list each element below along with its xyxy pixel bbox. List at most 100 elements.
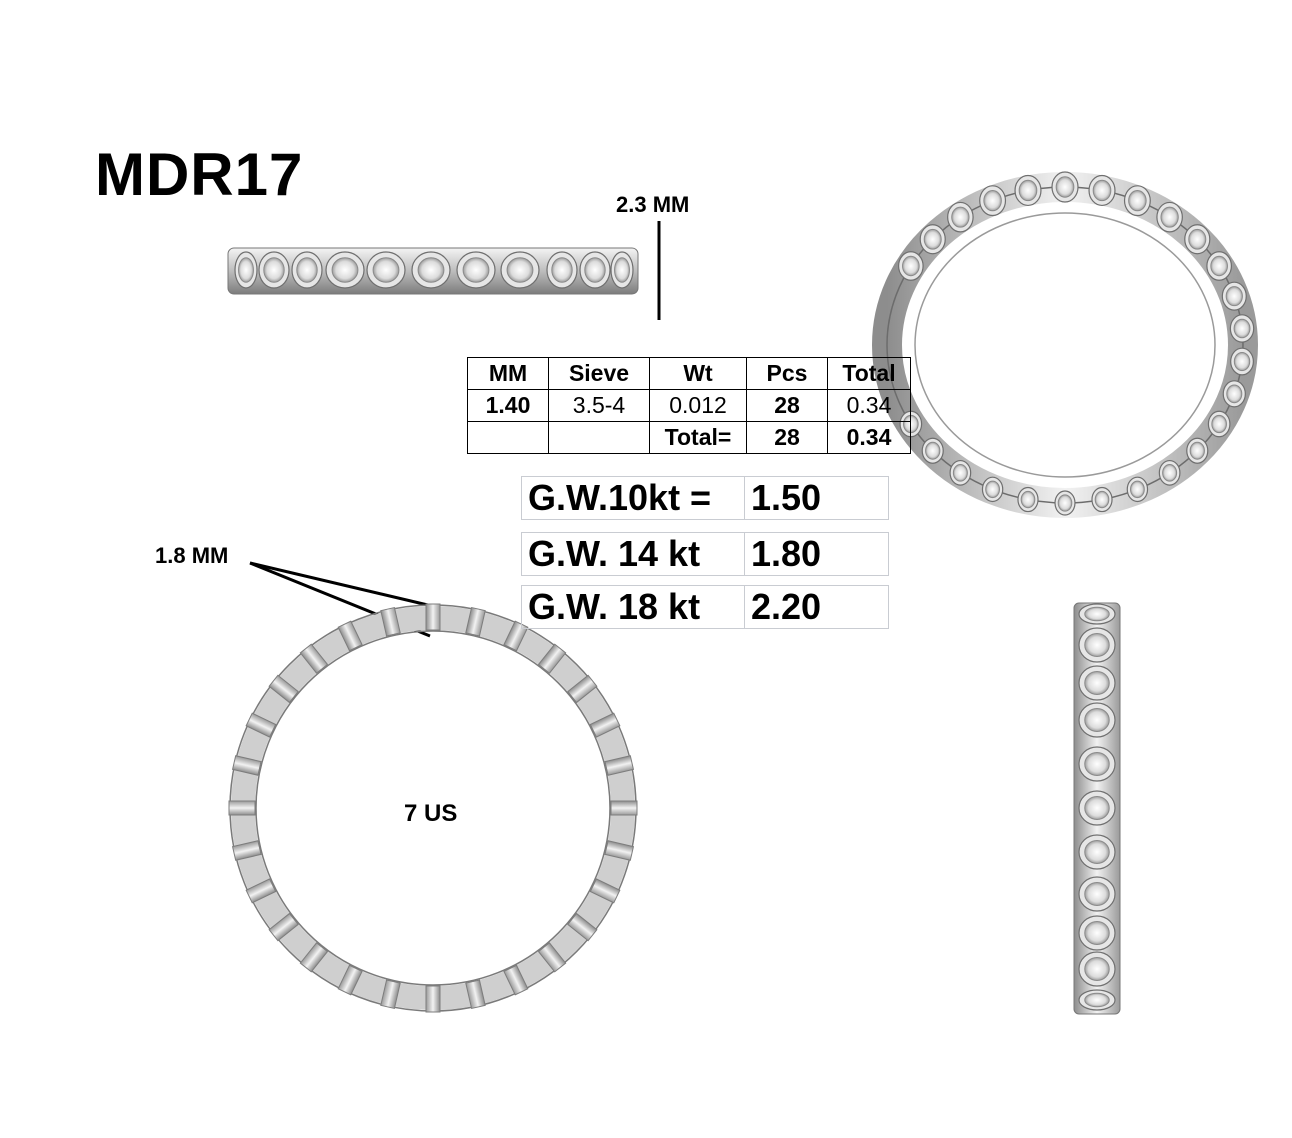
table-row: 1.40 3.5-4 0.012 28 0.34 [467,389,911,422]
band-vertical-view [1073,602,1121,1015]
bezel-setting [1158,459,1181,486]
bezel-setting [897,251,924,281]
band-thickness-label: 1.8 MM [155,543,229,568]
bezel-setting [1014,174,1042,207]
ring-segment [465,979,486,1010]
bezel-setting [1078,951,1116,987]
bezel-setting [610,251,634,289]
ring-segment [610,800,638,816]
ring-segment [268,674,299,704]
ring-segment [245,878,277,904]
bezel-setting [1078,627,1116,663]
bezel-setting [1078,702,1116,738]
bezel-setting [1091,486,1113,513]
ring-segment [425,603,441,631]
bezel-setting [1186,437,1209,464]
product-code-title: MDR17 [95,141,304,208]
gold-weight-label: G.W. 14 kt [521,532,745,576]
ring-segment [425,985,441,1013]
bezel-setting [1222,380,1246,408]
cell-empty [548,421,650,454]
ring-perspective-view [872,171,1258,518]
bezel-setting [1184,224,1211,255]
bezel-setting [1051,171,1079,203]
ring-segment [231,840,262,861]
cell-total-weight: 0.34 [827,421,911,454]
thickness-pointer-line-top [249,561,433,608]
col-header-total: Total [827,357,911,390]
bezel-setting [1078,876,1116,912]
ring-segment [299,942,329,973]
band-side-view [227,247,639,295]
ring-size-label: 7 US [404,800,458,827]
bezel-setting [579,251,611,289]
ring-segment [503,964,529,996]
bezel-setting [234,251,258,289]
bezel-setting [981,476,1004,503]
bezel-setting [500,251,540,289]
bezel-setting [1230,347,1254,376]
table-summary-row: Total= 28 0.34 [467,421,911,454]
gold-weight-14kt: G.W. 14 kt 1.80 [521,532,889,576]
bezel-setting [1221,281,1247,311]
gold-weight-18kt: G.W. 18 kt 2.20 [521,585,889,629]
stone-details-table: MM Sieve Wt Pcs Total 1.40 3.5-4 0.012 2… [467,357,911,454]
gold-weight-value: 1.50 [744,476,889,520]
bezel-setting [1054,490,1076,516]
ring-segment [380,606,401,637]
cell-total-pcs: 28 [746,421,828,454]
bezel-setting [366,251,406,289]
bezel-setting [1078,834,1116,870]
gold-weight-10kt: G.W.10kt = 1.50 [521,476,889,520]
col-header-sieve: Sieve [548,357,650,390]
bezel-setting [1156,201,1183,233]
bezel-setting [1088,174,1116,207]
bezel-setting [546,251,578,289]
ring-segment [337,620,363,652]
table-header-row: MM Sieve Wt Pcs Total [467,357,911,390]
col-header-wt: Wt [649,357,747,390]
cell-mm: 1.40 [467,389,549,422]
ring-segment [604,755,635,776]
ring-segment [465,606,486,637]
bezel-setting [411,251,451,289]
bezel-setting [456,251,496,289]
bezel-setting [947,201,974,233]
ring-segment [380,979,401,1010]
cell-sieve: 3.5-4 [548,389,650,422]
bezel-setting [921,437,944,464]
bezel-setting [979,185,1007,217]
ring-segment [231,755,262,776]
col-header-pcs: Pcs [746,357,828,390]
ring-front-view [228,603,638,1013]
bezel-setting [291,251,323,289]
gold-weight-value: 2.20 [744,585,889,629]
ring-segment [567,912,598,942]
bezel-setting [1207,410,1231,438]
ring-segment [245,712,277,738]
ring-segment [589,712,621,738]
bezel-setting [949,459,972,486]
ring-segment [337,964,363,996]
gold-weight-label: G.W. 18 kt [521,585,745,629]
bezel-setting [1017,486,1039,513]
ring-segment [537,643,567,674]
cell-empty [467,421,549,454]
bezel-setting [1078,989,1116,1011]
bezel-setting [325,251,365,289]
bezel-setting [1206,251,1233,281]
ring-segment [589,878,621,904]
ring-segment [268,912,299,942]
ring-segment [299,643,329,674]
cell-pcs: 28 [746,389,828,422]
band-width-label: 2.3 MM [616,192,690,217]
ring-segment [537,942,567,973]
cell-total: 0.34 [827,389,911,422]
col-header-mm: MM [467,357,549,390]
bezel-setting [1123,185,1151,217]
bezel-setting [919,224,946,255]
bezel-setting [258,251,290,289]
bezel-setting [1078,665,1116,701]
cell-total-label: Total= [649,421,747,454]
